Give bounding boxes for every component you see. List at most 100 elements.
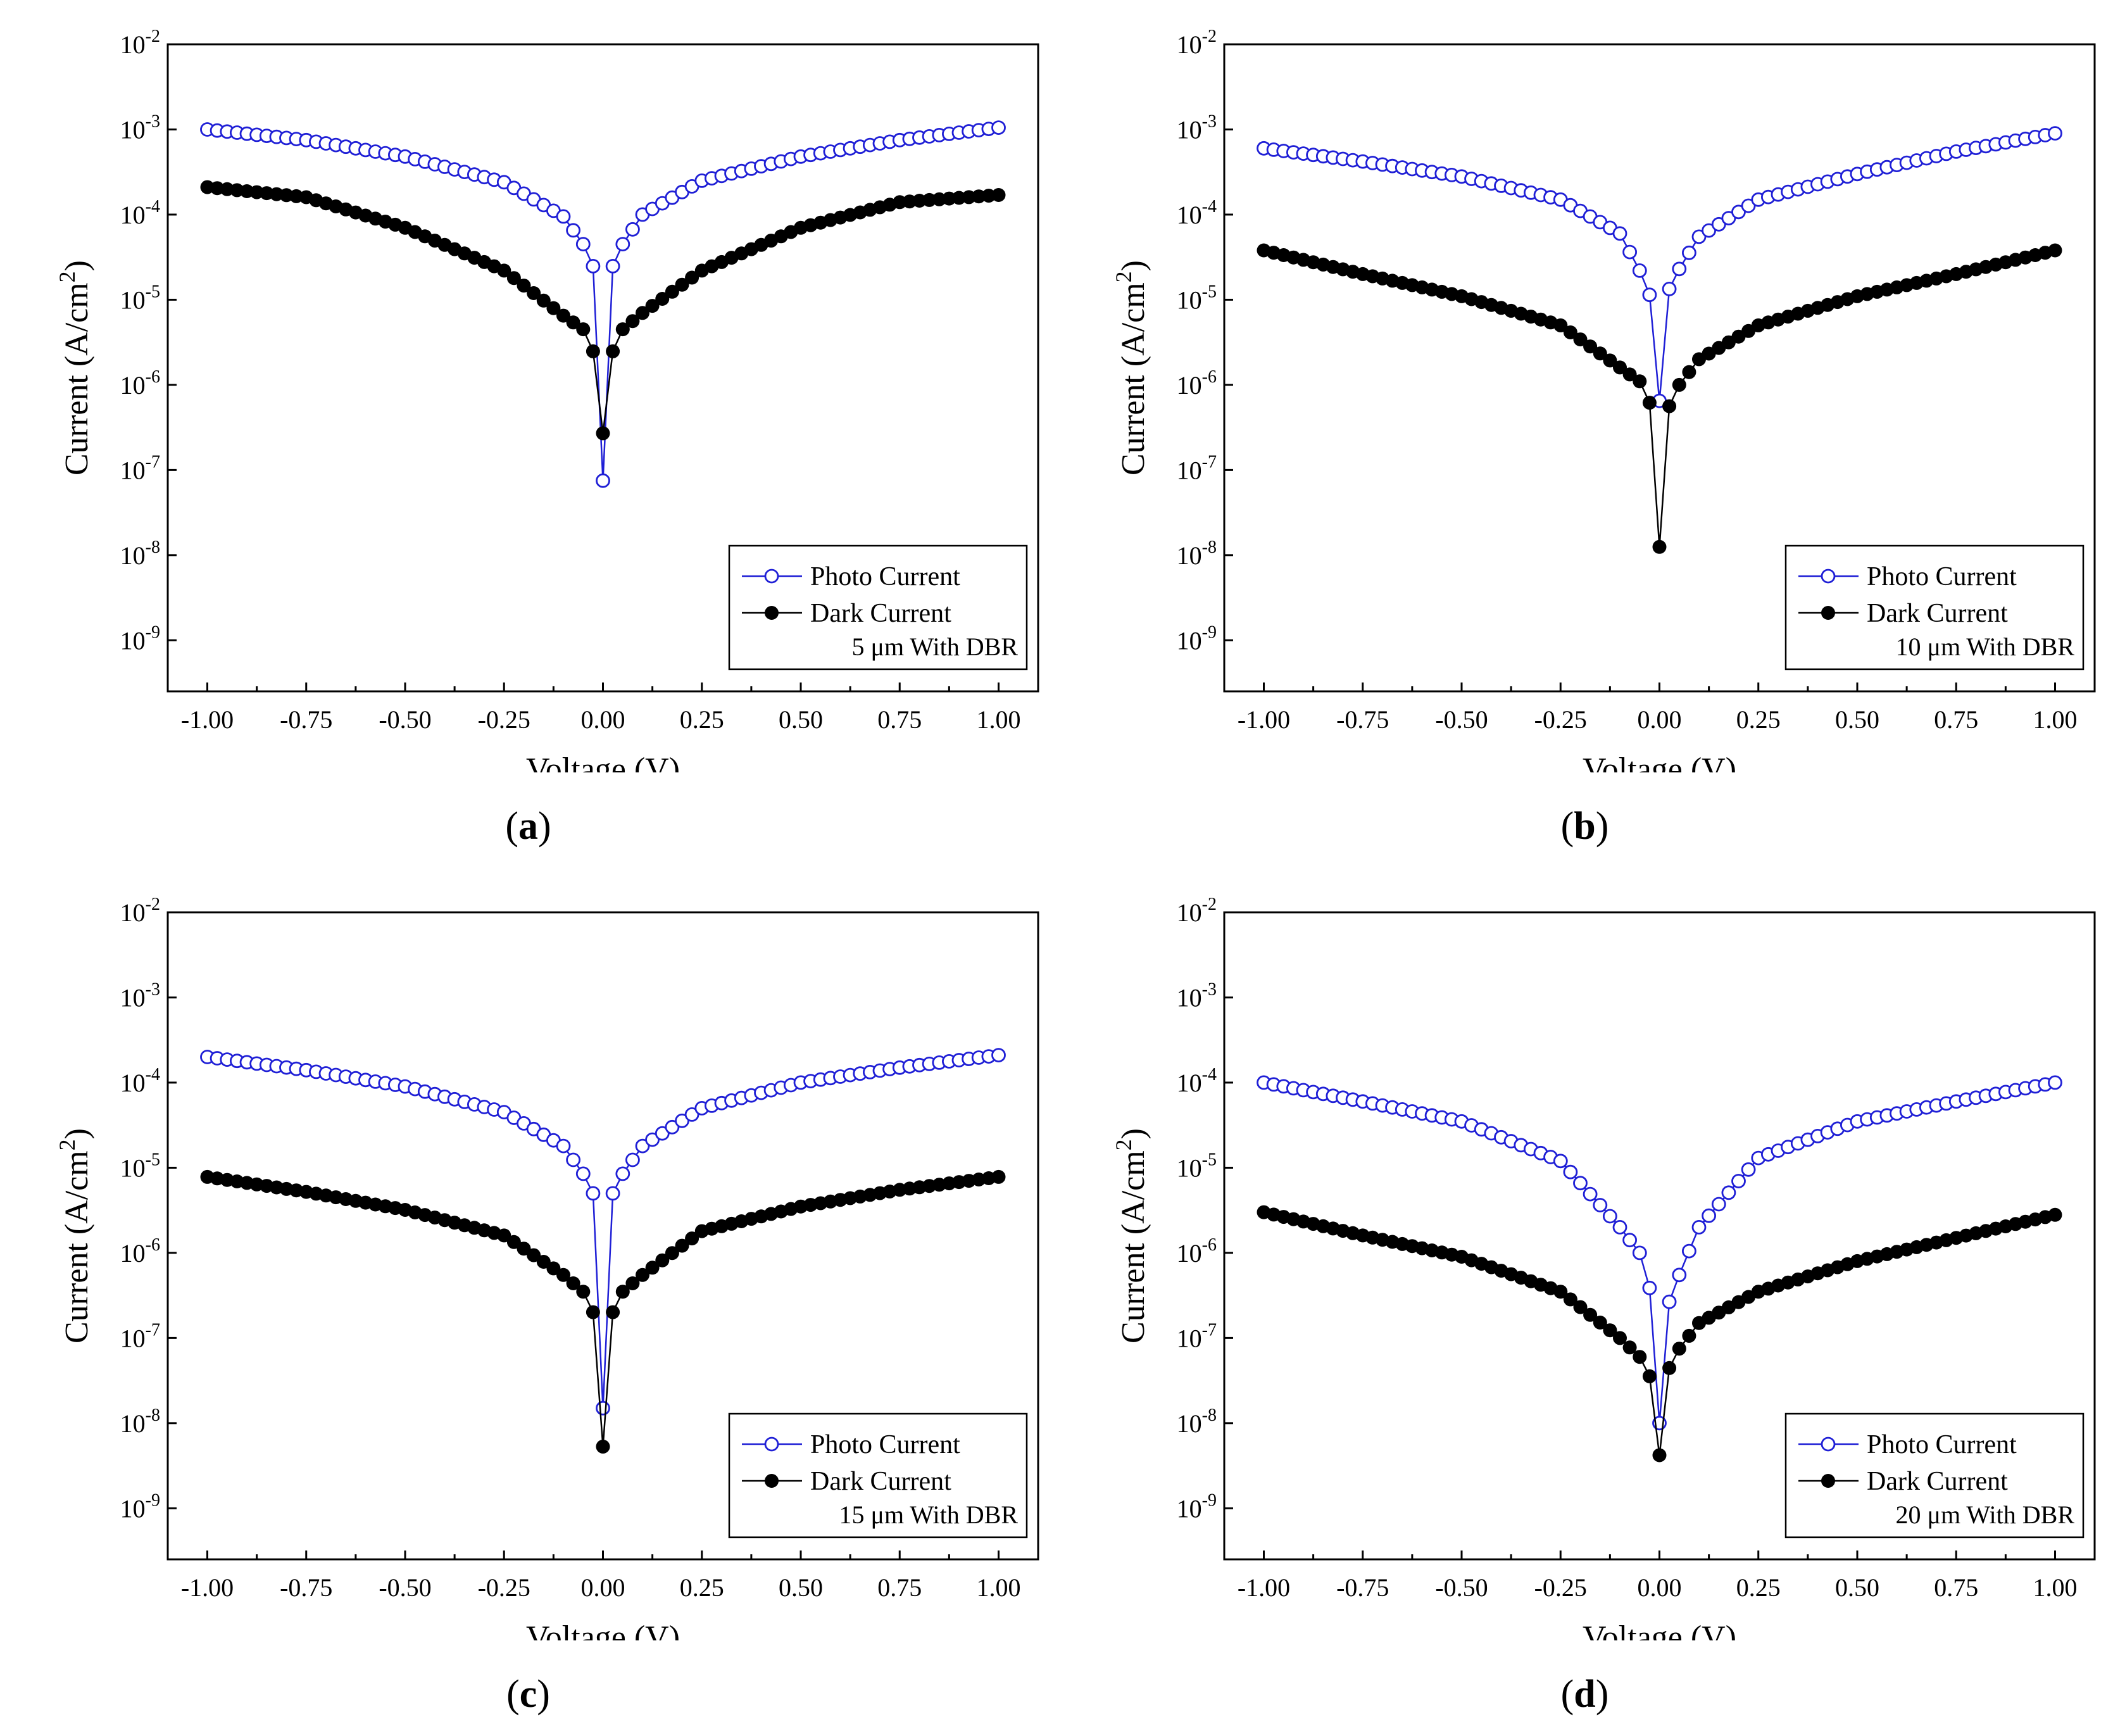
x-tick-label: 0.75 [877, 705, 922, 734]
y-tick-label: 10-3 [120, 979, 160, 1012]
data-point [517, 1242, 531, 1256]
x-tick-label: 0.50 [1835, 705, 1879, 734]
x-tick-label: -1.00 [181, 705, 234, 734]
data-point [517, 279, 531, 293]
data-point [556, 308, 570, 323]
data-point [1682, 365, 1696, 379]
data-point [675, 277, 689, 292]
data-point [655, 1253, 670, 1267]
data-point [1553, 318, 1568, 332]
legend-marker [764, 569, 779, 584]
y-tick-label: 10-9 [120, 1490, 160, 1523]
data-point [596, 1439, 610, 1454]
y-tick-label: 10-9 [1177, 1490, 1217, 1523]
data-point [566, 223, 580, 238]
x-axis-title: Voltage (V) [1583, 1620, 1736, 1640]
legend-dark-current-label: Dark Current [810, 1467, 951, 1496]
data-point [1642, 1369, 1657, 1383]
data-point [2048, 1075, 2062, 1090]
chart-panel-c: -1.00 -0.75 -0.50 -0.25 0.00 0.25 0.50 0.75 1.00… [0, 868, 1056, 1736]
data-point [1682, 1328, 1696, 1343]
y-tick-label: 10-8 [120, 538, 160, 570]
data-point [1633, 1350, 1647, 1364]
data-point [645, 299, 660, 313]
series-photo-current [1257, 1075, 2062, 1431]
data-point [556, 209, 571, 224]
x-tick-label: 0.75 [877, 1573, 922, 1602]
data-point [566, 1276, 580, 1290]
legend-marker [765, 1474, 779, 1488]
data-point [1682, 1243, 1696, 1259]
data-point [586, 1186, 601, 1201]
y-tick-label: 10-6 [120, 367, 160, 399]
series-photo-current [1257, 126, 2062, 408]
legend-photo-current-label: Photo Current [810, 562, 960, 591]
data-point [536, 1255, 551, 1269]
y-tick-label: 10-5 [1177, 282, 1217, 314]
series-line [1263, 1081, 2055, 1423]
data-point [606, 1305, 620, 1319]
data-point [645, 1132, 660, 1147]
data-point [1612, 226, 1627, 241]
x-tick-label: 0.00 [581, 705, 625, 734]
data-point [1662, 281, 1677, 296]
data-point [685, 270, 699, 285]
data-point [625, 1276, 640, 1290]
data-point [675, 1238, 689, 1253]
data-point [685, 1231, 699, 1246]
legend-photo-current-label: Photo Current [1867, 562, 2017, 591]
data-point [536, 293, 551, 308]
y-tick-label: 10-8 [1177, 1406, 1217, 1438]
data-point [1622, 367, 1637, 382]
chart-panel-b: -1.00 -0.75 -0.50 -0.25 0.00 0.25 0.50 0.75 1.00… [1056, 0, 2113, 868]
legend-marker [1821, 606, 1835, 620]
data-point [1711, 1197, 1726, 1212]
data-point [1593, 1198, 1608, 1212]
data-point [1573, 1176, 1588, 1191]
y-tick-label: 10-2 [1177, 895, 1217, 927]
data-point [576, 322, 591, 337]
data-point [636, 1267, 649, 1282]
data-point [1731, 1174, 1746, 1188]
legend-marker [1821, 569, 1836, 584]
x-tick-label: 1.00 [2033, 705, 2078, 734]
x-axis-title: Voltage (V) [526, 752, 680, 772]
y-axis-title: Current (A/cm2) [1111, 1128, 1151, 1343]
y-tick-label: 10-3 [1177, 111, 1217, 144]
legend-box [1784, 1412, 2085, 1538]
series-dark-current [200, 180, 1006, 441]
legend-note: 15 μm With DBR [839, 1500, 1019, 1529]
data-point [546, 301, 561, 315]
legend-box [728, 544, 1028, 670]
x-tick-label: -0.75 [280, 1573, 332, 1602]
legend-dark-current-label: Dark Current [810, 599, 951, 628]
x-tick-label: 0.00 [1638, 705, 1682, 734]
legend-dark-current-label: Dark Current [1867, 1467, 2008, 1496]
legend-dark-current-label: Dark Current [1867, 599, 2008, 628]
data-point [1613, 360, 1627, 375]
data-point [1612, 1220, 1627, 1235]
data-point [1563, 325, 1577, 339]
x-tick-label: 0.00 [1638, 1573, 1682, 1602]
data-point [1573, 1300, 1588, 1314]
y-tick-label: 10-7 [1177, 1320, 1217, 1352]
y-tick-label: 10-2 [1177, 27, 1217, 59]
data-point [645, 1261, 660, 1275]
x-tick-label: 0.25 [1736, 705, 1781, 734]
y-tick-label: 10-5 [120, 282, 160, 314]
data-point [556, 1138, 571, 1154]
data-point [1603, 1323, 1617, 1338]
y-tick-label: 10-2 [120, 27, 160, 59]
y-tick-label: 10-6 [120, 1235, 160, 1267]
x-tick-label: 1.00 [977, 1573, 1021, 1602]
data-point [1632, 1245, 1647, 1261]
data-point [912, 194, 927, 208]
data-point [615, 237, 630, 252]
x-tick-label: -0.50 [1435, 705, 1488, 734]
series-dark-current [200, 1169, 1006, 1454]
y-tick-label: 10-3 [120, 111, 160, 144]
data-point [1563, 1164, 1578, 1179]
data-point [1613, 1331, 1627, 1345]
y-tick-label: 10-7 [120, 452, 160, 484]
legend-marker [764, 1437, 779, 1452]
